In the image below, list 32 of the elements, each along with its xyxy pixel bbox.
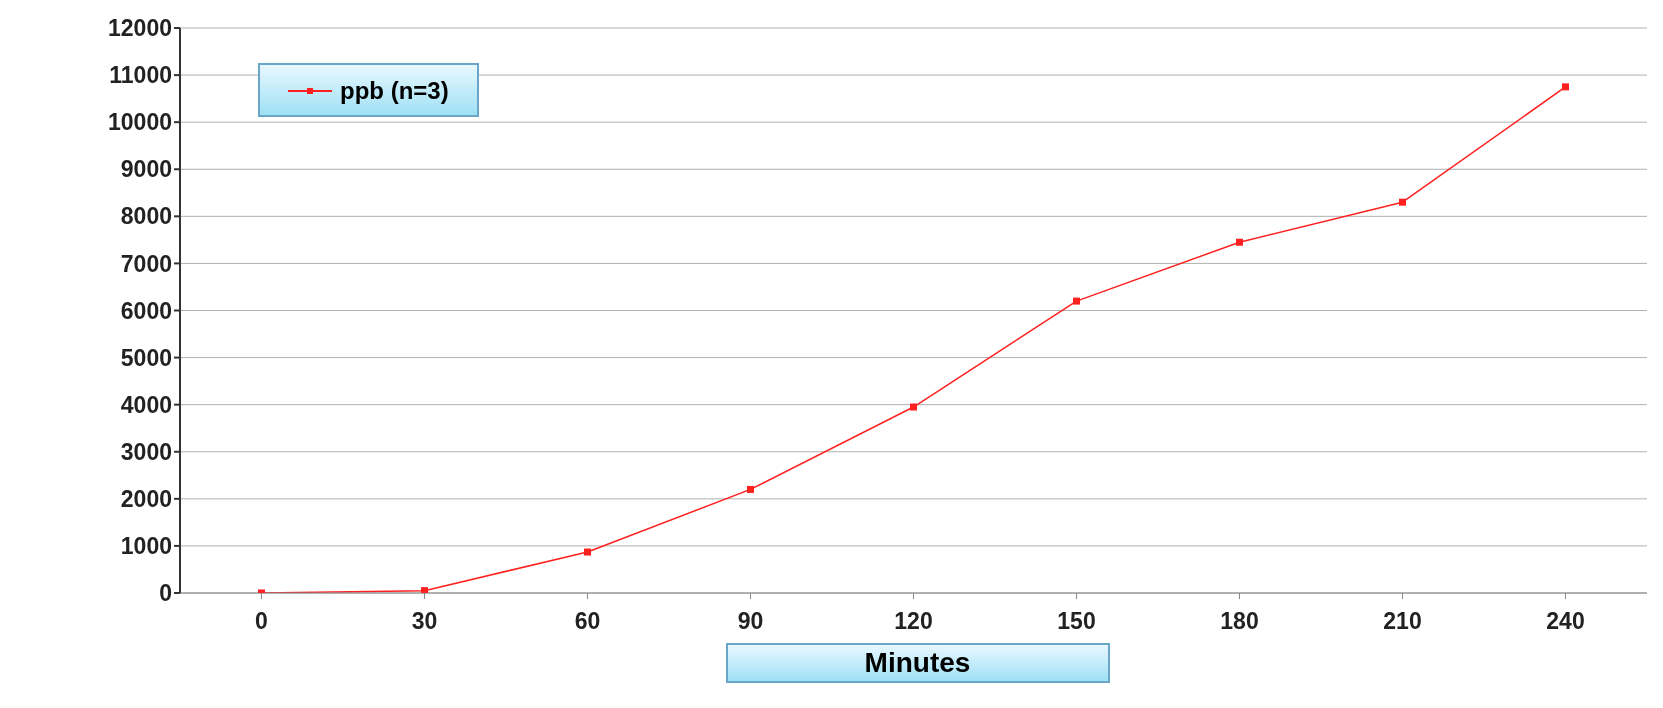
y-tick-label: 6000 <box>120 297 172 324</box>
y-tick-label: 11000 <box>109 62 172 89</box>
y-tick-label: 0 <box>159 580 172 607</box>
point <box>584 548 591 556</box>
y-tick-label: 7000 <box>120 250 172 277</box>
y-tick-label: 4000 <box>120 391 172 418</box>
y-tick-label: 8000 <box>120 203 172 230</box>
x-tick-label: 210 <box>1383 608 1422 635</box>
x-tick-label: 90 <box>737 608 764 635</box>
y-tick-label: 3000 <box>120 438 172 465</box>
point <box>747 485 754 493</box>
x-tick-label: 30 <box>411 608 438 635</box>
y-tick-label: 2000 <box>120 486 172 512</box>
point <box>421 587 428 593</box>
point <box>910 403 917 411</box>
y-tick-label: 12000 <box>108 15 172 42</box>
y-tick-label: 9000 <box>120 156 172 183</box>
x-tick-label: 120 <box>894 608 933 635</box>
y-tick-label: 1000 <box>120 533 172 560</box>
point <box>1073 297 1080 305</box>
x-tick-label: 240 <box>1546 608 1585 635</box>
x-tick-label: 180 <box>1220 608 1259 635</box>
x-tick-label: 150 <box>1057 608 1096 635</box>
y-tick-label: 10000 <box>108 109 172 136</box>
x-tick-label: 60 <box>574 608 601 635</box>
y-tick-label: 5000 <box>120 344 172 371</box>
point <box>1562 83 1569 91</box>
point <box>1399 198 1406 206</box>
point <box>1236 238 1243 246</box>
legend-label: ppb (n=3) <box>340 77 449 105</box>
x-axis-title: Minutes <box>725 643 1110 683</box>
x-tick-label: 0 <box>255 608 268 635</box>
